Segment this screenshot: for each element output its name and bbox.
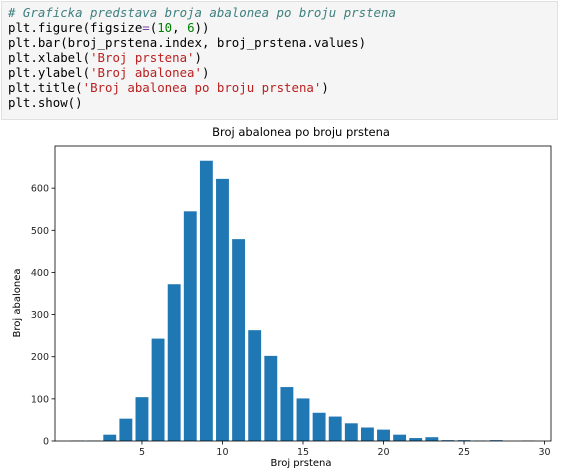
code-token: 6 — [187, 20, 194, 35]
bar — [168, 284, 181, 441]
code-token: plt.show() — [8, 95, 83, 110]
bar — [329, 417, 342, 441]
bar — [184, 211, 197, 441]
code-token: , — [172, 20, 187, 35]
x-tick-label: 20 — [377, 447, 389, 458]
bar — [377, 430, 390, 441]
y-tick-label: 600 — [31, 184, 49, 195]
bar-chart: Broj abalonea po broju prstena Broj prst… — [0, 121, 564, 470]
code-token: plt.xlabel( — [8, 50, 90, 65]
code-token: ) — [202, 65, 209, 80]
x-tick-label: 15 — [297, 447, 309, 458]
bar — [248, 330, 261, 441]
bar — [425, 437, 438, 441]
x-tick-label: 10 — [216, 447, 228, 458]
code-line: plt.show() — [8, 95, 557, 110]
y-axis-label: Broj abalonea — [12, 269, 23, 338]
code-token: 'Broj abalonea' — [90, 65, 202, 80]
code-token: plt.figure(figsize — [8, 20, 142, 35]
code-line: plt.figure(figsize=(10, 6)) — [8, 20, 557, 35]
y-tick-label: 100 — [31, 394, 49, 405]
y-tick-label: 0 — [43, 437, 49, 448]
code-token: )) — [195, 20, 210, 35]
bar — [264, 356, 277, 441]
chart-output: Broj abalonea po broju prstena Broj prst… — [0, 121, 564, 470]
x-tick-label: 5 — [139, 447, 145, 458]
code-token: 'Broj abalonea po broju prstena' — [83, 80, 322, 95]
bar — [152, 339, 165, 441]
bar — [297, 398, 310, 441]
x-tick-label: 30 — [539, 447, 551, 458]
bar — [361, 428, 374, 441]
code-line: plt.bar(broj_prstena.index, broj_prstena… — [8, 35, 557, 50]
x-axis-label: Broj prstena — [270, 458, 331, 469]
bar — [409, 438, 422, 441]
code-token: ) — [195, 50, 202, 65]
bar — [216, 179, 229, 441]
bar — [345, 423, 358, 441]
code-token: plt.title( — [8, 80, 83, 95]
bar — [136, 397, 149, 441]
y-tick-label: 400 — [31, 268, 49, 279]
bar — [313, 413, 326, 441]
code-line: plt.xlabel('Broj prstena') — [8, 50, 557, 65]
bar — [200, 161, 213, 441]
bar — [232, 239, 245, 441]
y-tick-label: 500 — [31, 226, 49, 237]
code-token: plt.bar(broj_prstena.index, broj_prstena… — [8, 35, 366, 50]
bar — [280, 387, 293, 441]
plot-frame — [55, 146, 551, 441]
code-line: # Graficka predstava broja abalonea po b… — [8, 5, 557, 20]
bar — [119, 419, 132, 441]
x-tick-label: 25 — [458, 447, 470, 458]
y-tick-label: 200 — [31, 352, 49, 363]
code-token: ) — [321, 80, 328, 95]
code-line: plt.title('Broj abalonea po broju prsten… — [8, 80, 557, 95]
chart-title: Broj abalonea po broju prstena — [212, 125, 390, 139]
bar — [103, 435, 116, 441]
code-line: plt.ylabel('Broj abalonea') — [8, 65, 557, 80]
code-token: # Graficka predstava broja abalonea po b… — [8, 5, 396, 20]
bar — [393, 435, 406, 441]
code-token: 'Broj prstena' — [90, 50, 194, 65]
code-token: = — [142, 20, 149, 35]
bars-group — [71, 161, 535, 441]
y-tick-label: 300 — [31, 310, 49, 321]
code-cell[interactable]: # Graficka predstava broja abalonea po b… — [1, 1, 558, 120]
code-token: 10 — [157, 20, 172, 35]
code-token: plt.ylabel( — [8, 65, 90, 80]
